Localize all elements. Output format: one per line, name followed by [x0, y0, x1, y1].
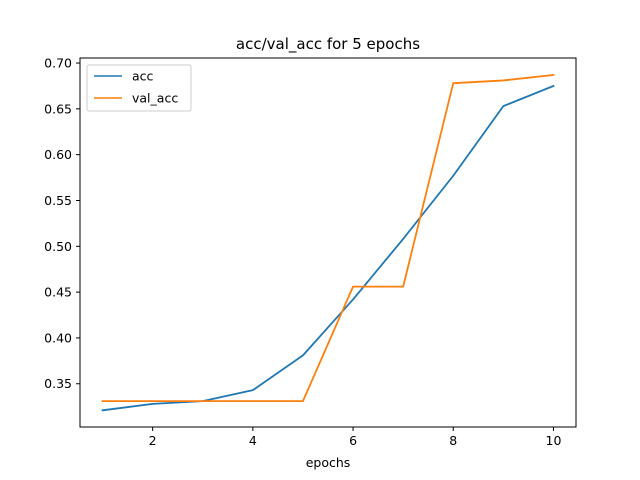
y-axis: 0.35 0.40 0.45 0.50 0.55 0.60 0.65 0.70: [44, 56, 80, 391]
x-tick-label-10: 10: [546, 433, 562, 448]
y-tick-label-0.60: 0.60: [44, 147, 72, 162]
chart-title: acc/val_acc for 5 epochs: [236, 35, 420, 54]
legend-label-acc: acc: [132, 69, 154, 84]
y-tick-label-0.45: 0.45: [44, 285, 72, 300]
x-tick-label-6: 6: [349, 433, 357, 448]
y-tick-label-0.50: 0.50: [44, 239, 72, 254]
series-line-val-acc: [101, 73, 555, 403]
y-tick-label-0.35: 0.35: [44, 376, 72, 391]
x-axis-label: epochs: [306, 455, 351, 470]
series-layer: [101, 73, 555, 412]
y-tick-label-0.40: 0.40: [44, 330, 72, 345]
series-line-acc: [101, 84, 555, 412]
legend-label-val-acc: val_acc: [132, 91, 178, 106]
x-tick-label-4: 4: [249, 433, 257, 448]
y-tick-label-0.55: 0.55: [44, 193, 72, 208]
x-axis: 2 4 6 8 10: [149, 427, 562, 448]
plot-area-frame: [79, 57, 577, 428]
legend: acc val_acc: [86, 64, 192, 112]
x-tick-label-8: 8: [449, 433, 457, 448]
y-tick-label-0.65: 0.65: [44, 101, 72, 116]
x-tick-label-2: 2: [149, 433, 157, 448]
y-tick-label-0.70: 0.70: [44, 56, 72, 71]
